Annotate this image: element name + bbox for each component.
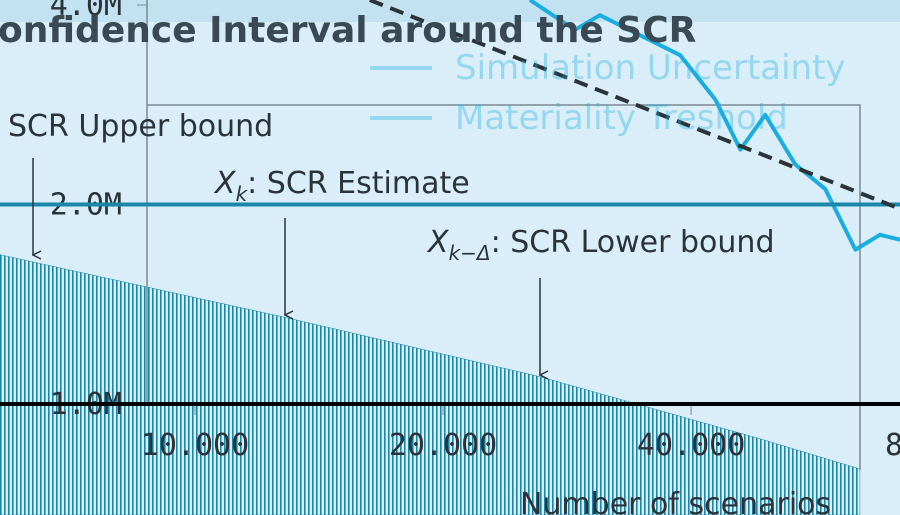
- annotation-symbol: X: [426, 225, 450, 260]
- series-line: [528, 0, 900, 252]
- annotation-text: : SCR Estimate: [247, 166, 470, 201]
- legend-label: Simulation Uncertainty: [455, 48, 846, 88]
- annotation-sub: k−Δ: [449, 241, 491, 265]
- annotation-text: : SCR Lower bound: [491, 225, 775, 260]
- x-tick-label: 80.000: [885, 428, 900, 463]
- annotation-symbol: X: [213, 166, 237, 201]
- scenario-area: [0, 254, 861, 515]
- x-tick-label: 40.000: [637, 428, 745, 463]
- legend-label: Materiality Treshold: [455, 98, 788, 138]
- trend-line: [369, 0, 900, 211]
- annotation: Xk−Δ: SCR Lower bound: [426, 225, 774, 265]
- annotation: Xk: SCR Estimate: [213, 166, 470, 206]
- top-band: [0, 0, 900, 22]
- x-tick-label: 10.000: [141, 428, 249, 463]
- chart-title: onfidence Interval around the SCR: [0, 10, 696, 51]
- y-tick-label: 4.0M: [50, 0, 122, 23]
- annotation: SCR Upper bound: [8, 109, 273, 144]
- x-axis-label: Number of scenarios: [520, 487, 831, 515]
- x-tick-label: 20.000: [389, 428, 497, 463]
- annotation-sub: k: [236, 182, 249, 206]
